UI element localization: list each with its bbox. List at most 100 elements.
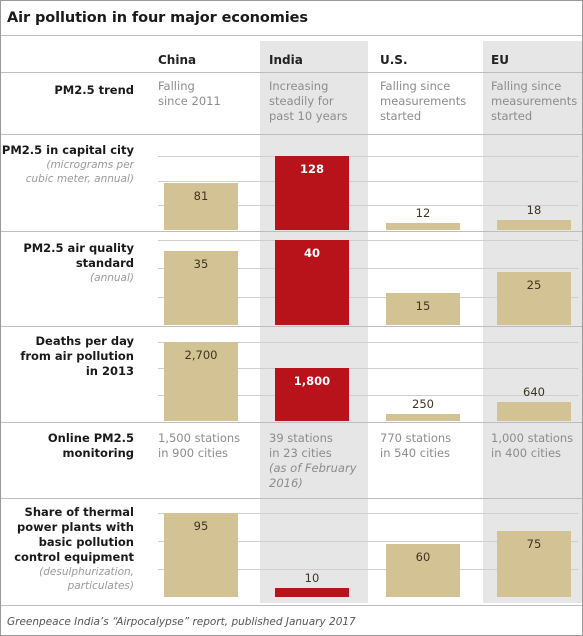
column-header-india: India xyxy=(269,53,303,67)
cell-line: past 10 years xyxy=(269,109,348,123)
row-label-text: from air pollution xyxy=(20,349,134,363)
row-label-text: control equipment xyxy=(14,550,134,564)
monitoring-cell-eu: 1,000 stations in 400 cities xyxy=(491,431,573,461)
cell-line: Falling xyxy=(158,79,195,93)
bar-china xyxy=(164,513,238,597)
row-label-note: particulates) xyxy=(67,580,134,592)
cell-line: measurements xyxy=(491,94,578,108)
row-label-pm25-capital: PM2.5 in capital city (micrograms per cu… xyxy=(2,143,134,186)
gridline xyxy=(158,569,578,570)
cell-line: 39 stations xyxy=(269,431,333,445)
cell-line: since 2011 xyxy=(158,94,221,108)
bar-value-label: 18 xyxy=(526,203,542,217)
bar-value-label: 10 xyxy=(304,571,320,585)
bar-china xyxy=(164,251,238,325)
cell-line: 770 stations xyxy=(380,431,452,445)
bar-value-label: 2,700 xyxy=(184,348,218,362)
bar-value-label: 75 xyxy=(526,537,542,551)
cell-line: steadily for xyxy=(269,94,334,108)
column-header-eu: EU xyxy=(491,53,509,67)
monitoring-cell-us: 770 stations in 540 cities xyxy=(380,431,451,461)
bar-india xyxy=(275,368,349,421)
cell-line: Falling since xyxy=(380,79,451,93)
bar-value-label: 40 xyxy=(303,246,320,260)
row-label-text: power plants with xyxy=(17,520,134,534)
bar-value-label: 25 xyxy=(526,278,542,292)
bar-value-label: 128 xyxy=(299,162,324,176)
bar-india xyxy=(275,588,349,597)
row-divider xyxy=(1,134,582,135)
row-label-text: in 2013 xyxy=(85,364,134,378)
bar-value-label: 1,800 xyxy=(293,374,331,388)
row-label-text: Online PM2.5 xyxy=(47,431,134,445)
cell-line: Falling since xyxy=(491,79,562,93)
chart-title: Air pollution in four major economies xyxy=(7,10,308,26)
trend-cell-china: Falling since 2011 xyxy=(158,79,221,109)
bar-eu xyxy=(497,272,571,325)
row-divider xyxy=(1,231,582,232)
row-label-pm25-standard: PM2.5 air quality standard (annual) xyxy=(23,241,134,285)
bar-value-label: 95 xyxy=(193,519,209,533)
bar-value-label: 35 xyxy=(193,257,209,271)
row-divider xyxy=(1,326,582,327)
bar-value-label: 250 xyxy=(412,397,434,411)
row-label-pm25-trend: PM2.5 trend xyxy=(54,83,134,98)
bar-eu xyxy=(497,402,571,421)
bar-india xyxy=(275,240,349,325)
row-divider xyxy=(1,72,582,73)
gridline xyxy=(158,240,578,241)
bar-eu xyxy=(497,220,571,230)
cell-line: 1,000 stations xyxy=(491,431,574,445)
gridline xyxy=(158,368,578,369)
gridline xyxy=(158,541,578,542)
title-rule xyxy=(1,35,582,36)
row-label-note: (micrograms per xyxy=(46,159,134,171)
row-label-note: (desulphurization, xyxy=(39,566,134,578)
gridline xyxy=(158,513,578,514)
row-label-deaths: Deaths per day from air pollution in 201… xyxy=(20,334,134,379)
gridline xyxy=(158,395,578,396)
cell-line: in 23 cities xyxy=(269,446,332,460)
bar-china xyxy=(164,342,238,421)
monitoring-cell-china: 1,500 stations in 900 cities xyxy=(158,431,240,461)
gridline xyxy=(158,205,578,206)
trend-cell-eu: Falling since measurements started xyxy=(491,79,577,124)
cell-note: 2016) xyxy=(269,476,303,490)
row-divider xyxy=(1,605,582,606)
row-divider xyxy=(1,498,582,499)
bar-value-label: 60 xyxy=(415,550,431,564)
row-label-text: Deaths per day xyxy=(35,334,134,348)
row-label-text: basic pollution xyxy=(38,535,134,549)
cell-line: in 540 cities xyxy=(380,446,451,460)
gridline xyxy=(158,342,578,343)
row-label-text: Share of thermal xyxy=(24,505,134,519)
cell-line: in 400 cities xyxy=(491,446,562,460)
gridline xyxy=(158,297,578,298)
bar-india xyxy=(275,156,349,230)
gridline xyxy=(158,268,578,269)
cell-line: in 900 cities xyxy=(158,446,229,460)
bar-value-label: 15 xyxy=(415,299,431,313)
row-label-note: (annual) xyxy=(90,272,134,284)
column-header-china: China xyxy=(158,53,197,67)
cell-line: 1,500 stations xyxy=(158,431,241,445)
gridline xyxy=(158,181,578,182)
source-footnote: Greenpeace India’s “Airpocalypse” report… xyxy=(7,616,356,628)
bar-value-label: 640 xyxy=(523,385,545,399)
trend-cell-us: Falling since measurements started xyxy=(380,79,466,124)
row-label-text: PM2.5 trend xyxy=(54,83,134,97)
bar-value-label: 81 xyxy=(193,189,209,203)
bar-us xyxy=(386,293,460,325)
trend-cell-india: Increasing steadily for past 10 years xyxy=(269,79,347,124)
cell-line: started xyxy=(380,109,422,123)
row-divider xyxy=(1,422,582,423)
bar-us xyxy=(386,544,460,597)
bar-value-label: 12 xyxy=(415,206,431,220)
bar-eu xyxy=(497,531,571,597)
row-label-thermal-plants: Share of thermal power plants with basic… xyxy=(14,505,134,593)
cell-note: (as of February xyxy=(269,461,357,475)
row-label-text: monitoring xyxy=(62,446,134,460)
cell-line: Increasing xyxy=(269,79,329,93)
bar-china xyxy=(164,183,238,230)
cell-line: started xyxy=(491,109,533,123)
